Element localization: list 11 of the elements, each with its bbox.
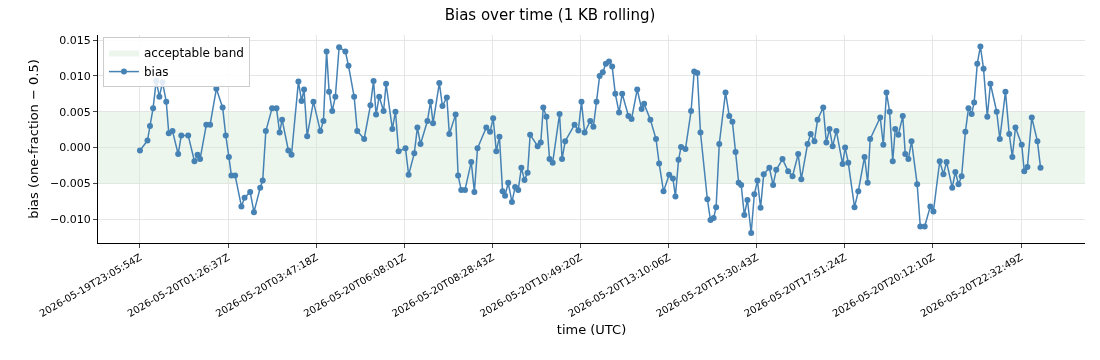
y-axis-title: bias (one-fraction − 0.5): [26, 59, 42, 219]
y-tick-label: 0.000: [59, 141, 91, 155]
y-tick-label: −0.010: [50, 213, 91, 227]
y-tick-label: 0.015: [59, 33, 91, 47]
legend-label: acceptable band: [143, 46, 244, 61]
y-tick-label: 0.010: [59, 69, 91, 83]
x-axis-title: time (UTC): [556, 321, 627, 337]
y-tick-label: 0.005: [59, 105, 91, 119]
chart-title: Bias over time (1 KB rolling): [444, 5, 656, 24]
y-tick-label: −0.005: [50, 177, 91, 191]
legend-label: bias: [143, 65, 169, 80]
